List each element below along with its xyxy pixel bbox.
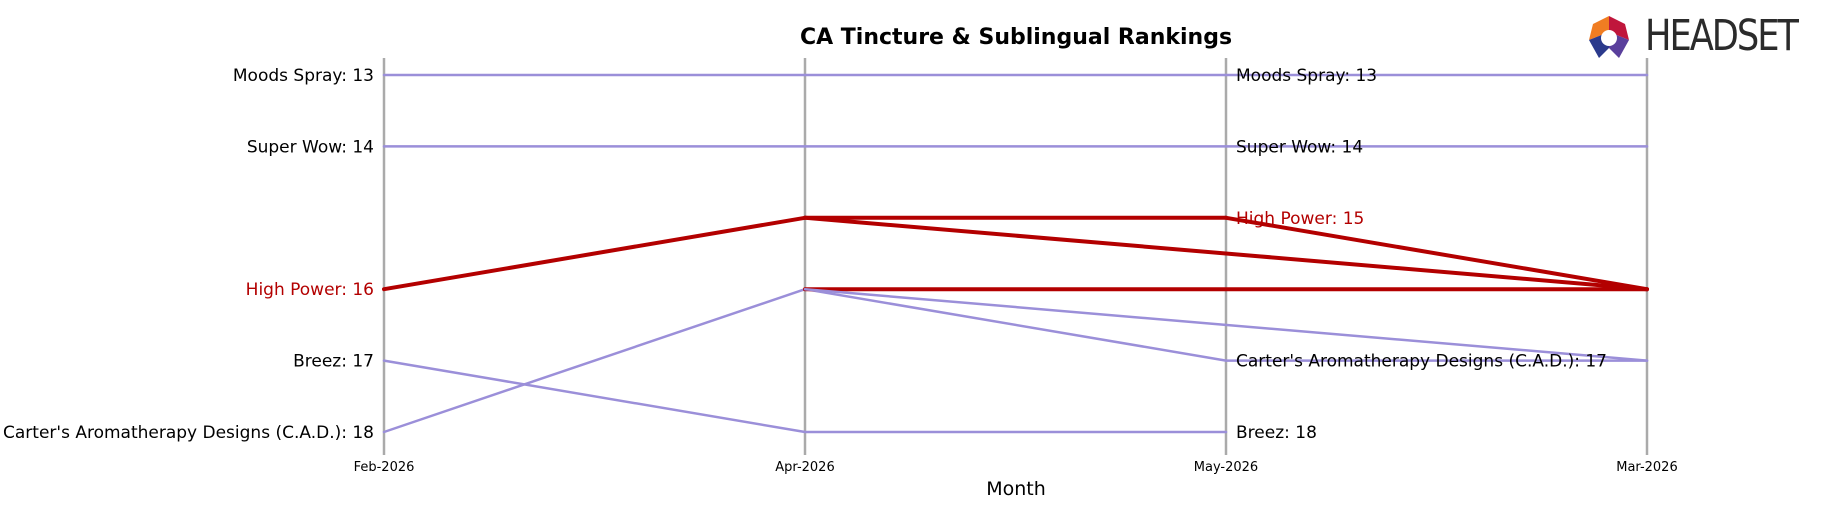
right-rank-label: Carter's Aromatherapy Designs (C.A.D.): … [1236,352,1607,372]
series-segment-high-power [803,215,1649,292]
right-rank-label: Breez: 18 [1236,423,1317,443]
headset-logo-text: HEADSET [1645,11,1799,61]
chart-title: CA Tincture & Sublingual Rankings [800,25,1232,50]
series-segment-high-power [1224,215,1649,292]
right-rank-label: Super Wow: 14 [1236,137,1363,157]
x-tick-label: Mar-2026 [1616,460,1677,475]
x-axis-label: Month [986,478,1046,500]
series-segment-carter-s-aromatherapy-designs-c-a-d- [382,287,807,434]
x-tick-label: Feb-2026 [354,460,415,475]
series-segment-carter-s-aromatherapy-designs-c-a-d- [803,287,1228,362]
left-rank-label: Breez: 17 [293,352,374,372]
headset-logo-icon [1589,16,1629,58]
series-lines [382,73,1649,434]
month-axes [382,58,1649,455]
rank-labels: Moods Spray: 13 Super Wow: 14 High Power: … [3,66,1607,443]
left-rank-label: Super Wow: 14 [247,137,374,157]
x-tick-labels: Feb-2026 Apr-2026 May-2026 Mar-2026 [354,460,1678,475]
x-tick-label: Apr-2026 [775,460,834,475]
x-tick-label: May-2026 [1194,460,1258,475]
left-rank-label: High Power: 16 [246,280,374,300]
right-rank-label: High Power: 15 [1236,209,1364,229]
left-rank-label: Carter's Aromatherapy Designs (C.A.D.): … [3,423,374,443]
left-rank-label: Moods Spray: 13 [233,66,374,86]
series-segment-high-power [382,215,807,292]
headset-logo: HEADSET [1585,11,1815,62]
right-rank-label: Moods Spray: 13 [1236,66,1377,86]
series-segment-breez [382,359,807,434]
series-segment-carter-s-aromatherapy-designs-c-a-d- [803,287,1649,362]
